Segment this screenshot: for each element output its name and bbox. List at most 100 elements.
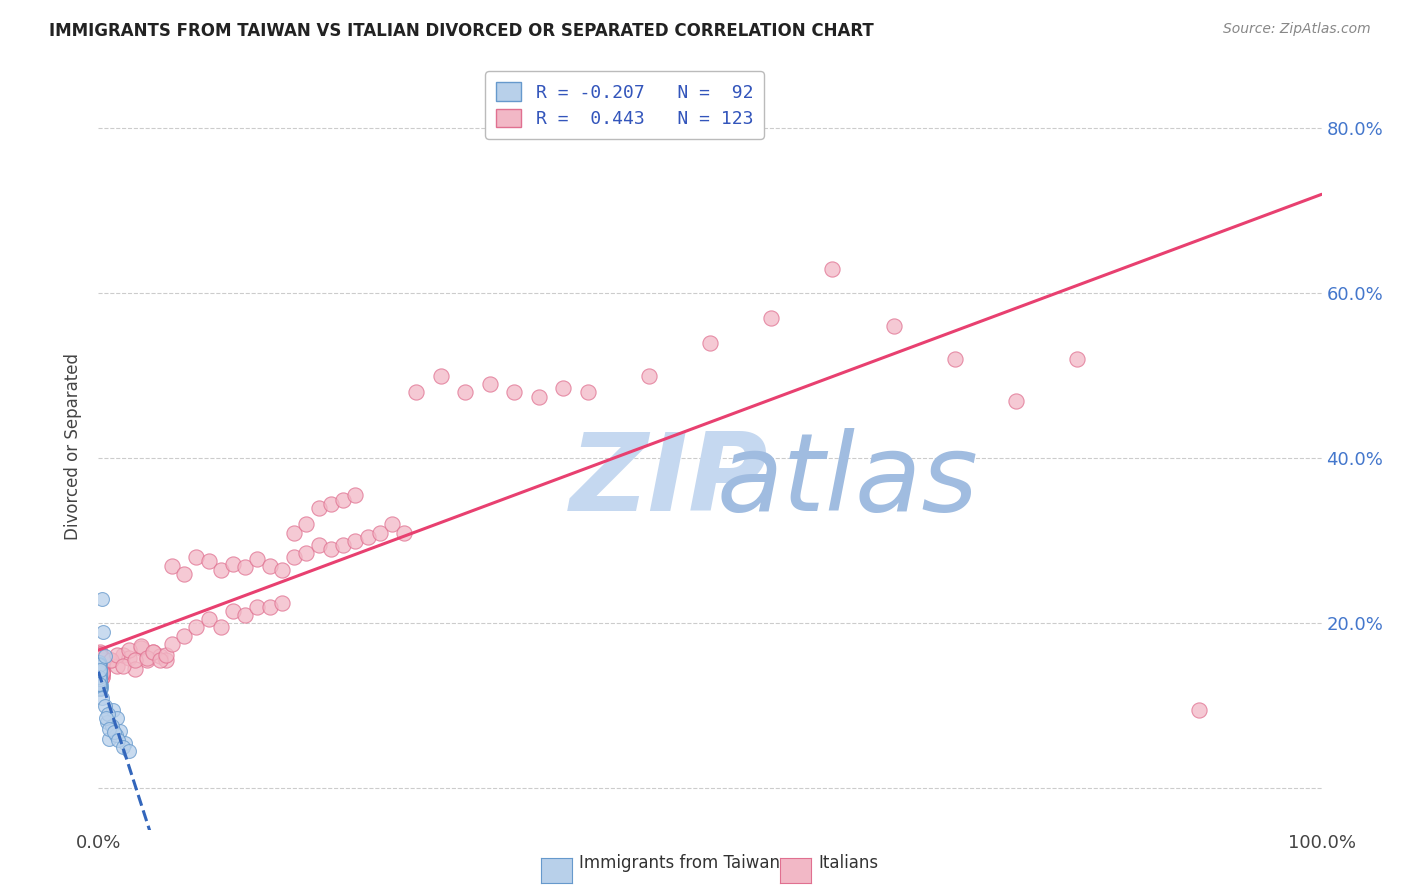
Point [89,664,111,678]
Point [89,681,111,695]
Text: IMMIGRANTS FROM TAIWAN VS ITALIAN DIVORCED OR SEPARATED CORRELATION CHART: IMMIGRANTS FROM TAIWAN VS ITALIAN DIVORC… [49,22,875,40]
Point [89,669,111,683]
Point [943,352,966,367]
Point [89,648,111,662]
Point [699,335,721,350]
Point [90,657,112,672]
Point [100,653,122,667]
Point [89,664,111,678]
Point [270,563,294,577]
Point [197,554,219,568]
Point [89,659,111,673]
Point [129,641,152,656]
Point [761,311,783,326]
Point [89,676,111,690]
Point [87,668,110,682]
Point [111,648,134,662]
Text: Italians: Italians [818,855,879,872]
Point [89,672,111,686]
Point [222,604,245,618]
Point [87,657,110,672]
Point [91,660,114,674]
Point [90,662,112,676]
Point [89,676,111,690]
Point [1188,703,1211,717]
Point [89,679,111,693]
Point [94,711,117,725]
Point [89,662,111,676]
Point [197,612,219,626]
Point [89,677,111,691]
Text: Source: ZipAtlas.com: Source: ZipAtlas.com [1223,22,1371,37]
Point [87,670,110,684]
Point [283,550,305,565]
Point [93,649,115,664]
Point [96,715,118,730]
Point [91,653,114,667]
Point [89,682,111,697]
Point [270,596,294,610]
Point [344,533,367,548]
Point [91,591,114,606]
Point [89,672,111,686]
Point [89,667,111,681]
Point [89,666,111,681]
Point [89,657,111,672]
Point [637,368,661,383]
Point [105,711,128,725]
Point [89,673,111,687]
Point [87,674,110,689]
Point [89,667,111,681]
Point [89,664,111,678]
Point [87,659,110,673]
Point [89,661,111,675]
Point [155,653,177,667]
Point [308,538,330,552]
Point [89,667,111,681]
Point [136,653,159,667]
Point [90,651,112,665]
Point [89,657,111,672]
Point [89,662,111,676]
Point [89,647,111,661]
Point [89,675,111,690]
Point [91,656,114,670]
Point [105,648,128,662]
Point [89,664,111,678]
Point [821,261,844,276]
Text: Immigrants from Taiwan: Immigrants from Taiwan [579,855,780,872]
Point [118,642,141,657]
Point [111,659,134,673]
Point [87,657,110,671]
Point [89,660,111,674]
Point [576,385,599,400]
Point [98,722,121,736]
Point [89,666,111,681]
Point [87,658,110,673]
Text: ZIP: ZIP [569,427,768,533]
Point [87,663,110,677]
Y-axis label: Divorced or Separated: Divorced or Separated [65,352,83,540]
Point [160,637,183,651]
Point [91,665,114,680]
Point [89,662,111,676]
Point [91,665,114,680]
Point [883,319,905,334]
Point [89,681,111,695]
Point [405,385,427,400]
Point [101,703,124,717]
Point [233,608,256,623]
Point [246,599,269,614]
Point [91,664,114,678]
Point [89,674,111,689]
Point [111,740,134,755]
Point [149,649,172,664]
Point [392,525,416,540]
Point [90,678,112,692]
Point [89,657,111,671]
Point [332,492,354,507]
Point [295,517,318,532]
Point [98,731,121,746]
Point [89,662,111,676]
Point [90,653,112,667]
